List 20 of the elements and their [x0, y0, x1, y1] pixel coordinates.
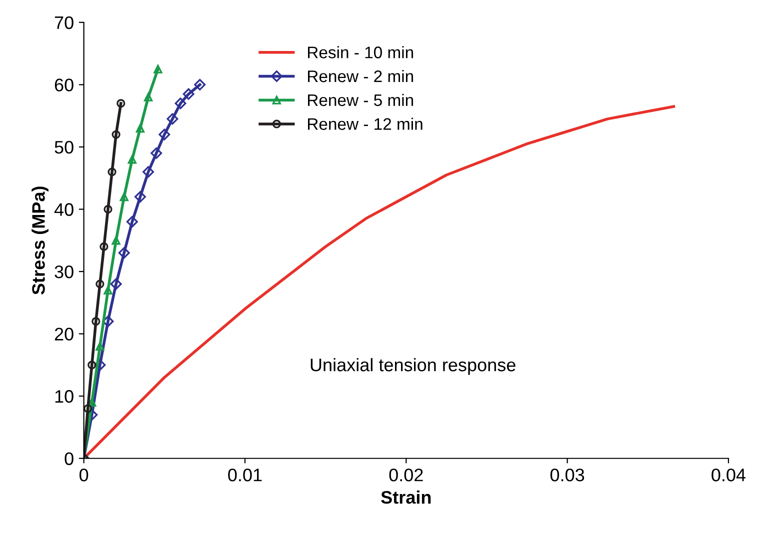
y-tick-label: 20 [54, 328, 74, 341]
y-axis-title: Stress (MPa) [32, 186, 48, 295]
y-tick-label: 70 [54, 16, 74, 30]
legend-label: Renew - 5 min [308, 94, 414, 106]
x-tick-label: 0.03 [550, 468, 584, 482]
x-tick-label: 0.02 [389, 468, 423, 482]
legend-label: Resin - 10 min [308, 46, 414, 58]
x-tick-label: 0.01 [228, 468, 262, 482]
y-tick-label: 0 [64, 452, 74, 466]
annotation: Uniaxial tension response [310, 358, 516, 375]
x-tick-label: 0.04 [712, 468, 746, 482]
legend-label: Renew - 2 min [308, 70, 414, 82]
legend-label: Renew - 12 min [308, 118, 422, 130]
y-tick-label: 50 [54, 140, 74, 154]
y-tick-label: 30 [54, 265, 74, 278]
x-tick-label: 0 [80, 468, 88, 482]
y-tick-label: 10 [55, 390, 74, 403]
y-tick-label: 60 [54, 78, 74, 92]
y-tick-label: 40 [54, 203, 74, 216]
x-axis-title: Strain [381, 490, 431, 504]
